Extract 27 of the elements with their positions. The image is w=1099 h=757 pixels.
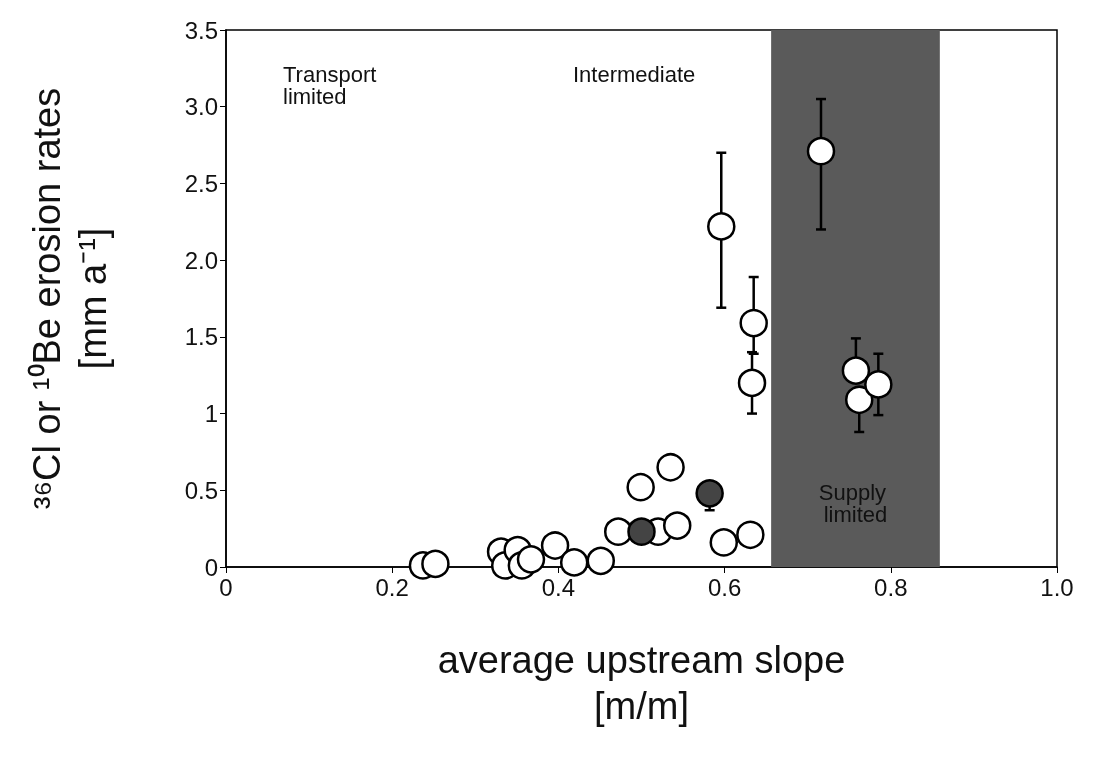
y-tick-label: 0: [204, 553, 218, 581]
point: [737, 368, 767, 398]
point: [627, 517, 656, 546]
annotation: Transport limited: [283, 61, 377, 109]
y-tick-label: 0.5: [184, 476, 218, 504]
y-tick-label: 1: [204, 400, 218, 428]
x-axis-title: average upstream slope [m/m]: [437, 639, 846, 727]
x-tick-label: 0.8: [874, 573, 908, 601]
y-tick-label: 3.5: [184, 16, 218, 44]
point: [845, 385, 874, 415]
band-label: Supply limited: [818, 479, 893, 527]
x-tick-label: 0.4: [541, 573, 576, 601]
y-tick-label: 3.0: [184, 93, 218, 121]
point: [516, 545, 546, 574]
y-tick-label: 2.0: [184, 246, 218, 274]
point: [841, 356, 871, 385]
x-tick-label: 1.0: [1040, 573, 1074, 601]
point: [695, 479, 724, 508]
point: [421, 549, 450, 579]
y-axis-title: ³⁶Cl or ¹⁰Be erosion rates [mm a⁻¹]: [26, 87, 114, 510]
y-tick-label: 2.5: [184, 169, 218, 197]
point: [864, 370, 893, 399]
point: [806, 136, 836, 166]
y-tick-label: 1.5: [184, 323, 218, 351]
x-tick-label: 0.2: [375, 573, 409, 601]
annotation: Intermediate: [573, 61, 696, 87]
x-tick-label: 0.6: [707, 573, 742, 601]
